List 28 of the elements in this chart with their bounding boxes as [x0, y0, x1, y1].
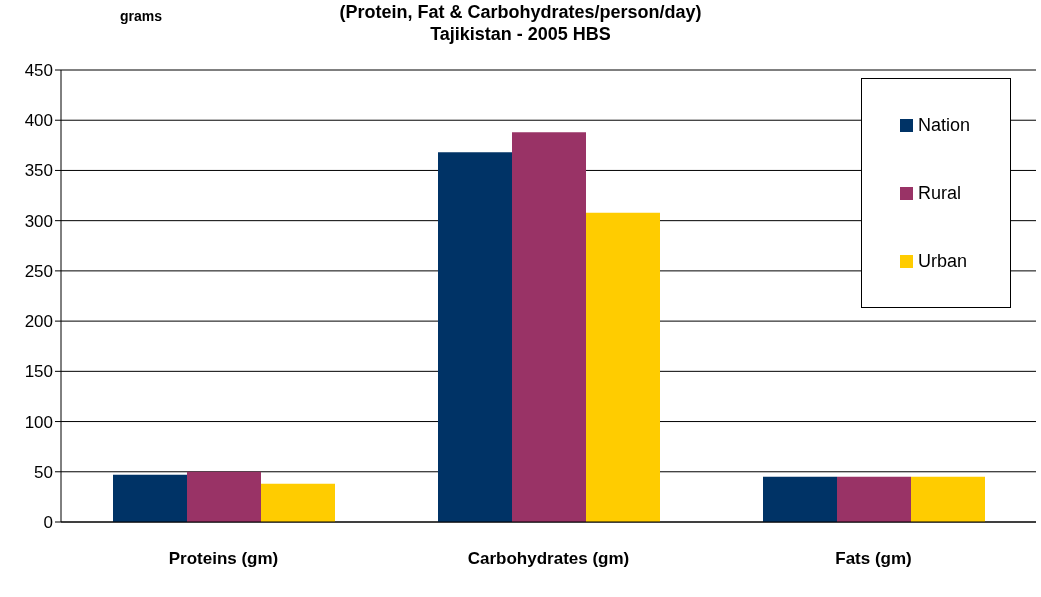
bar	[586, 212, 660, 522]
x-tick-label: Carbohydrates (gm)	[467, 549, 630, 569]
bar	[763, 476, 837, 522]
chart-title: (Protein, Fat & Carbohydrates/person/day)	[339, 2, 702, 22]
bar	[261, 483, 335, 522]
bar	[187, 471, 261, 522]
y-tick-label: 50	[34, 462, 53, 482]
y-tick-label: 350	[24, 161, 53, 181]
bar	[911, 476, 985, 522]
y-tick-label: 100	[24, 412, 53, 432]
bar	[837, 476, 911, 522]
bar	[512, 132, 586, 522]
y-axis-title: grams	[120, 8, 163, 24]
y-tick-label: 0	[43, 513, 53, 533]
bar	[438, 152, 512, 522]
y-tick-label: 250	[24, 261, 53, 281]
y-tick-label: 400	[24, 111, 53, 131]
chart-subtitle: Tajikistan - 2005 HBS	[429, 24, 612, 45]
legend-label: Urban	[918, 250, 968, 272]
y-tick-label: 150	[24, 362, 53, 382]
y-tick-label: 300	[24, 211, 53, 231]
legend-label: Rural	[918, 182, 962, 204]
y-tick-label: 450	[24, 61, 53, 81]
legend-label: Nation	[918, 114, 971, 136]
bar	[113, 474, 187, 522]
y-tick-label: 200	[24, 312, 53, 332]
x-tick-label: Fats (gm)	[835, 549, 912, 569]
x-tick-label: Proteins (gm)	[168, 549, 279, 569]
